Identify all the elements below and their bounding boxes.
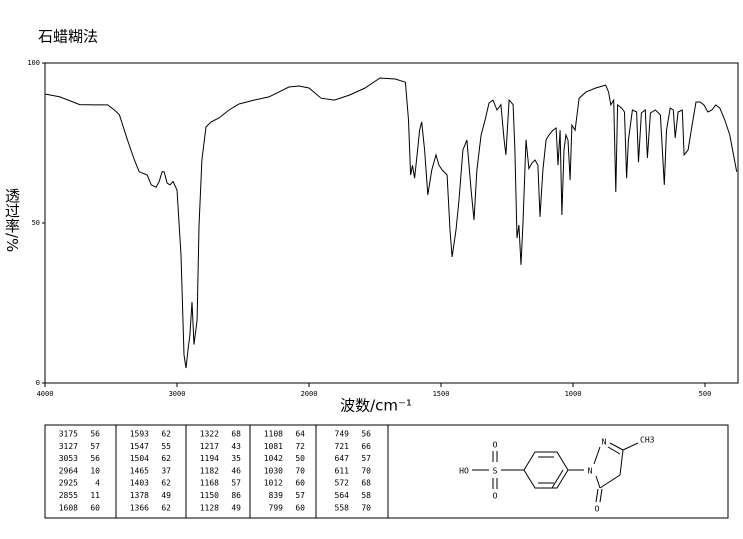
x-tick-label: 1500 bbox=[433, 390, 450, 398]
peak-wavenumber: 2855 bbox=[59, 491, 78, 500]
peak-transmittance: 4 bbox=[95, 479, 100, 488]
peak-transmittance: 49 bbox=[161, 491, 171, 500]
peak-transmittance: 70 bbox=[361, 503, 371, 512]
atom-label: N bbox=[588, 467, 593, 476]
peak-wavenumber: 799 bbox=[269, 503, 284, 512]
peak-wavenumber: 1504 bbox=[130, 454, 149, 463]
atom-label: N bbox=[602, 438, 607, 447]
peak-wavenumber: 558 bbox=[335, 503, 350, 512]
peak-wavenumber: 1128 bbox=[200, 503, 219, 512]
peak-transmittance: 57 bbox=[231, 479, 241, 488]
peak-wavenumber: 1593 bbox=[130, 430, 149, 439]
peak-wavenumber: 1366 bbox=[130, 503, 149, 512]
peak-wavenumber: 1465 bbox=[130, 466, 149, 475]
peak-transmittance: 60 bbox=[90, 503, 100, 512]
atom-label: S bbox=[493, 467, 498, 476]
peak-wavenumber: 721 bbox=[335, 442, 350, 451]
peak-wavenumber: 1108 bbox=[264, 430, 283, 439]
peak-wavenumber: 2925 bbox=[59, 479, 78, 488]
x-tick-label: 500 bbox=[699, 390, 712, 398]
x-axis-label: 波数/cm⁻¹ bbox=[340, 397, 412, 415]
peak-wavenumber: 572 bbox=[335, 479, 350, 488]
peak-wavenumber: 1378 bbox=[130, 491, 149, 500]
peak-transmittance: 49 bbox=[231, 503, 241, 512]
peak-table-frame bbox=[44, 424, 729, 519]
peak-transmittance: 57 bbox=[361, 454, 371, 463]
peak-wavenumber: 1322 bbox=[200, 430, 219, 439]
peak-wavenumber: 1182 bbox=[200, 466, 219, 475]
peak-transmittance: 60 bbox=[295, 479, 305, 488]
peak-wavenumber: 1217 bbox=[200, 442, 219, 451]
x-tick-label: 4000 bbox=[37, 390, 54, 398]
peak-transmittance: 66 bbox=[361, 442, 371, 451]
peak-transmittance: 70 bbox=[295, 466, 305, 475]
x-tick-label: 2000 bbox=[301, 390, 318, 398]
peak-wavenumber: 749 bbox=[335, 430, 350, 439]
peak-wavenumber: 564 bbox=[335, 491, 350, 500]
peak-wavenumber: 611 bbox=[335, 466, 350, 475]
peak-wavenumber: 1042 bbox=[264, 454, 283, 463]
atom-label: CH3 bbox=[640, 436, 655, 445]
peak-wavenumber: 3127 bbox=[59, 442, 78, 451]
peak-wavenumber: 1403 bbox=[130, 479, 149, 488]
atom-label: O bbox=[493, 492, 498, 501]
peak-wavenumber: 1081 bbox=[264, 442, 283, 451]
peak-transmittance: 57 bbox=[295, 491, 305, 500]
y-axis-label: 透过率/% bbox=[3, 188, 21, 253]
peak-transmittance: 62 bbox=[161, 503, 171, 512]
peak-wavenumber: 1194 bbox=[200, 454, 219, 463]
chart-title: 石蜡糊法 bbox=[38, 28, 98, 46]
peak-transmittance: 64 bbox=[295, 430, 305, 439]
peak-transmittance: 68 bbox=[361, 479, 371, 488]
y-tick-label: 0 bbox=[36, 379, 40, 387]
peak-transmittance: 60 bbox=[295, 503, 305, 512]
peak-transmittance: 10 bbox=[90, 466, 100, 475]
atom-label: O bbox=[595, 505, 600, 514]
peak-transmittance: 56 bbox=[90, 430, 100, 439]
x-tick-label: 3000 bbox=[169, 390, 186, 398]
atom-label: HO bbox=[459, 467, 469, 476]
peak-wavenumber: 3175 bbox=[59, 430, 78, 439]
peak-transmittance: 62 bbox=[161, 454, 171, 463]
peak-wavenumber: 1012 bbox=[264, 479, 283, 488]
peak-wavenumber: 1150 bbox=[200, 491, 219, 500]
peak-transmittance: 50 bbox=[295, 454, 305, 463]
y-tick-label: 50 bbox=[32, 219, 40, 227]
peak-transmittance: 56 bbox=[361, 430, 371, 439]
spectrum-line bbox=[44, 77, 738, 369]
peak-transmittance: 37 bbox=[161, 466, 171, 475]
peak-transmittance: 62 bbox=[161, 430, 171, 439]
peak-transmittance: 58 bbox=[361, 491, 371, 500]
x-tick-label: 1000 bbox=[565, 390, 582, 398]
peak-wavenumber: 1030 bbox=[264, 466, 283, 475]
peak-wavenumber: 2964 bbox=[59, 466, 78, 475]
peak-transmittance: 70 bbox=[361, 466, 371, 475]
peak-wavenumber: 839 bbox=[269, 491, 284, 500]
atom-label: O bbox=[493, 441, 498, 450]
peak-wavenumber: 647 bbox=[335, 454, 350, 463]
peak-wavenumber: 1547 bbox=[130, 442, 149, 451]
peak-transmittance: 68 bbox=[231, 430, 241, 439]
structure-labels: HO S O O N N CH3 O bbox=[459, 436, 654, 514]
peak-transmittance: 46 bbox=[231, 466, 241, 475]
peak-transmittance: 62 bbox=[161, 479, 171, 488]
peak-transmittance: 35 bbox=[231, 454, 241, 463]
peak-transmittance: 57 bbox=[90, 442, 100, 451]
peak-transmittance: 86 bbox=[231, 491, 241, 500]
peak-transmittance: 43 bbox=[231, 442, 241, 451]
peak-transmittance: 56 bbox=[90, 454, 100, 463]
table-dividers bbox=[115, 425, 389, 518]
peak-wavenumber: 1168 bbox=[200, 479, 219, 488]
y-tick-label: 100 bbox=[27, 59, 40, 67]
peak-transmittance: 72 bbox=[295, 442, 305, 451]
structure-bonds bbox=[472, 442, 639, 503]
peak-transmittance: 11 bbox=[90, 491, 100, 500]
peak-transmittance: 55 bbox=[161, 442, 171, 451]
peak-wavenumber: 1608 bbox=[59, 503, 78, 512]
peak-wavenumber: 3053 bbox=[59, 454, 78, 463]
